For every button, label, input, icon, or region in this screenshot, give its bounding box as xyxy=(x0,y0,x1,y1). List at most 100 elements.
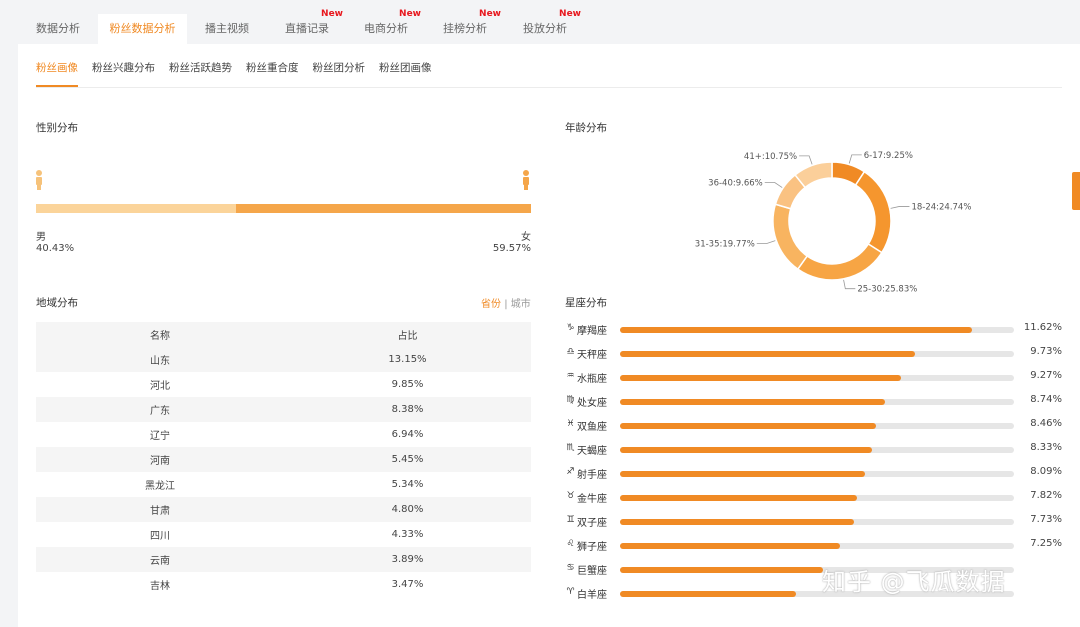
tab-label: 电商分析 xyxy=(364,22,408,35)
subtab-fan-interests[interactable]: 粉丝兴趣分布 xyxy=(92,62,155,74)
subtab-fan-overlap[interactable]: 粉丝重合度 xyxy=(246,62,299,74)
region-table: 名称 占比 山东 13.15% 河北 9.85% 广东 8.38% 辽宁 6.94% 河… xyxy=(36,322,531,597)
zodiac-percent: 8.74% xyxy=(1030,394,1062,405)
zodiac-name: 处女座 xyxy=(577,398,607,409)
zodiac-bar-track xyxy=(620,399,1014,405)
zodiac-row: ♋ 巨蟹座 xyxy=(565,558,1065,582)
zodiac-row: ♌ 狮子座 7.25% xyxy=(565,534,1065,558)
main-panel: 粉丝画像 粉丝兴趣分布 粉丝活跃趋势 粉丝重合度 粉丝团分析 粉丝团画像 性别分… xyxy=(18,44,1080,627)
female-bar-fill xyxy=(236,204,531,213)
zodiac-bar xyxy=(620,327,973,333)
table-row: 云南 3.89% xyxy=(36,547,531,572)
tab-ecommerce[interactable]: 电商分析 New xyxy=(347,9,425,44)
region-title: 地域分布 xyxy=(36,297,78,309)
tab-data-analysis[interactable]: 数据分析 xyxy=(18,14,98,44)
zodiac-bar xyxy=(620,591,796,597)
zodiac-bar xyxy=(620,399,885,405)
region-name: 吉林 xyxy=(150,581,170,592)
region-percent: 13.15% xyxy=(284,347,531,372)
zodiac-bar xyxy=(620,567,824,573)
city-toggle[interactable]: 城市 xyxy=(510,299,531,310)
zodiac-row: ♊ 双子座 7.73% xyxy=(565,510,1065,534)
zodiac-row: ♉ 金牛座 7.82% xyxy=(565,486,1065,510)
subtab-fan-group[interactable]: 粉丝团分析 xyxy=(312,62,366,74)
zodiac-bar xyxy=(620,471,866,477)
region-percent: 5.34% xyxy=(391,479,424,490)
region-name: 甘肃 xyxy=(36,497,284,522)
top-tab-bar: 数据分析 粉丝数据分析 播主视频 直播记录 New 电商分析 New 挂榜分析 New… xyxy=(18,9,1080,44)
zodiac-bar-track xyxy=(620,447,1014,453)
age-slice xyxy=(854,170,892,254)
age-title: 年龄分布 xyxy=(565,122,607,134)
virgo-icon: ♍ xyxy=(566,395,575,405)
age-label-leader xyxy=(764,182,783,188)
subtab-fan-group-portrait[interactable]: 粉丝团画像 xyxy=(379,62,432,74)
tab-ad-analysis[interactable]: 投放分析 New xyxy=(505,9,585,44)
zodiac-name: 水瓶座 xyxy=(577,374,607,385)
zodiac-bar-track xyxy=(620,495,1014,501)
cancer-icon: ♋ xyxy=(566,563,575,573)
zodiac-percent: 8.09% xyxy=(1030,466,1062,477)
region-percent: 6.94% xyxy=(391,429,424,440)
region-percent: 3.89% xyxy=(284,547,531,572)
scroll-handle[interactable] xyxy=(1072,172,1080,210)
tab-live-records[interactable]: 直播记录 New xyxy=(267,9,347,44)
tab-label: 投放分析 xyxy=(523,22,567,35)
zodiac-bar xyxy=(620,447,873,453)
tab-ranking[interactable]: 挂榜分析 New xyxy=(425,9,505,44)
age-slice-label: 31-35:19.77% xyxy=(695,240,755,250)
region-name: 山东 xyxy=(36,347,284,372)
subtab-fan-portrait[interactable]: 粉丝画像 xyxy=(36,60,78,87)
zodiac-name: 摩羯座 xyxy=(577,326,607,337)
tab-label: 直播记录 xyxy=(285,22,329,35)
zodiac-row: ♓ 双鱼座 8.46% xyxy=(565,414,1065,438)
region-switch: 省份 | 城市 xyxy=(481,295,531,310)
female-percent: 59.57% xyxy=(492,243,531,254)
libra-icon: ♎ xyxy=(566,347,575,357)
scorpio-icon: ♏ xyxy=(566,443,575,453)
region-name: 黑龙江 xyxy=(145,481,175,492)
gemini-icon: ♊ xyxy=(566,515,575,525)
sagittarius-icon: ♐ xyxy=(566,467,575,477)
taurus-icon: ♉ xyxy=(566,491,575,501)
province-toggle[interactable]: 省份 xyxy=(481,299,501,310)
zodiac-row: ♎ 天秤座 9.73% xyxy=(565,342,1065,366)
zodiac-row: ♒ 水瓶座 9.27% xyxy=(565,366,1065,390)
female-icon xyxy=(522,170,530,190)
age-slice xyxy=(794,161,833,189)
zodiac-percent: 9.73% xyxy=(1030,346,1062,357)
tab-fan-analysis[interactable]: 粉丝数据分析 xyxy=(98,14,187,44)
age-label-leader xyxy=(848,154,862,164)
table-row: 山东 13.15% xyxy=(36,347,531,372)
leo-icon: ♌ xyxy=(566,539,575,549)
table-header-row: 名称 占比 xyxy=(36,322,531,347)
zodiac-bar xyxy=(620,351,915,357)
age-label-leader xyxy=(890,206,910,209)
table-row: 广东 8.38% xyxy=(36,397,531,422)
zodiac-bar-track xyxy=(620,519,1014,525)
zodiac-bar xyxy=(620,519,855,525)
age-slice xyxy=(796,242,883,281)
age-slice-label: 25-30:25.83% xyxy=(857,285,917,295)
new-badge: New xyxy=(559,9,581,19)
region-name: 四川 xyxy=(150,531,170,542)
subtab-fan-activity[interactable]: 粉丝活跃趋势 xyxy=(169,62,232,74)
zodiac-name: 白羊座 xyxy=(577,590,607,601)
age-slice-label: 18-24:24.74% xyxy=(911,202,971,212)
male-bar-fill xyxy=(36,204,237,213)
gender-bar xyxy=(36,204,531,213)
tab-videos[interactable]: 播主视频 xyxy=(187,14,267,44)
pisces-icon: ♓ xyxy=(566,419,575,429)
zodiac-name: 狮子座 xyxy=(577,542,607,553)
zodiac-bar-track xyxy=(620,543,1014,549)
male-icon xyxy=(35,170,43,190)
zodiac-bar-track xyxy=(620,567,1014,573)
aquarius-icon: ♒ xyxy=(566,371,575,381)
new-badge: New xyxy=(321,9,343,19)
tab-label: 数据分析 xyxy=(36,22,80,35)
zodiac-percent: 9.27% xyxy=(1030,370,1062,381)
zodiac-bar-track xyxy=(620,375,1014,381)
region-percent: 8.38% xyxy=(284,397,531,422)
age-slice-label: 41+:10.75% xyxy=(744,152,797,162)
aries-icon: ♈ xyxy=(566,587,575,597)
